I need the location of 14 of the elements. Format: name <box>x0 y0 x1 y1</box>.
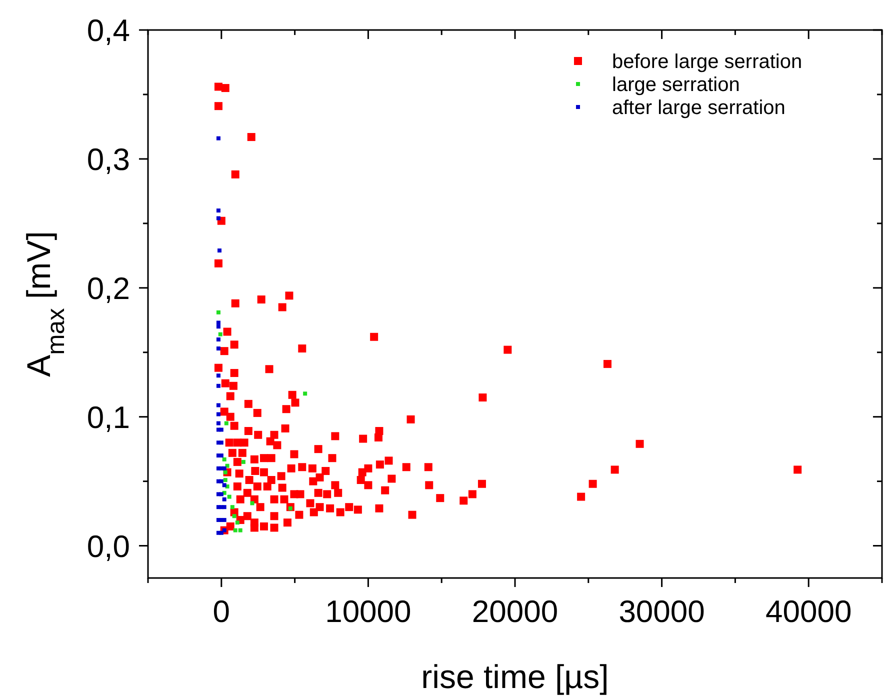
x-tick-label: 10000 <box>325 594 412 629</box>
y-tick-label: 0,1 <box>86 400 130 435</box>
y-tick-label: 0,3 <box>86 142 130 177</box>
x-axis-title: rise time [µs] <box>421 658 609 695</box>
x-tick-label: 40000 <box>765 594 852 629</box>
legend-label: before large serration <box>612 51 802 73</box>
x-tick-label: 30000 <box>618 594 705 629</box>
y-tick-label: 0,0 <box>86 528 130 564</box>
legend-label: large serration <box>612 74 740 96</box>
y-tick-label: 0,2 <box>86 270 130 306</box>
legend-label: after large serration <box>612 97 786 119</box>
y-tick-label: 0,4 <box>86 13 130 48</box>
x-tick-label: 0 <box>212 594 230 629</box>
x-tick-label: 20000 <box>472 594 558 629</box>
